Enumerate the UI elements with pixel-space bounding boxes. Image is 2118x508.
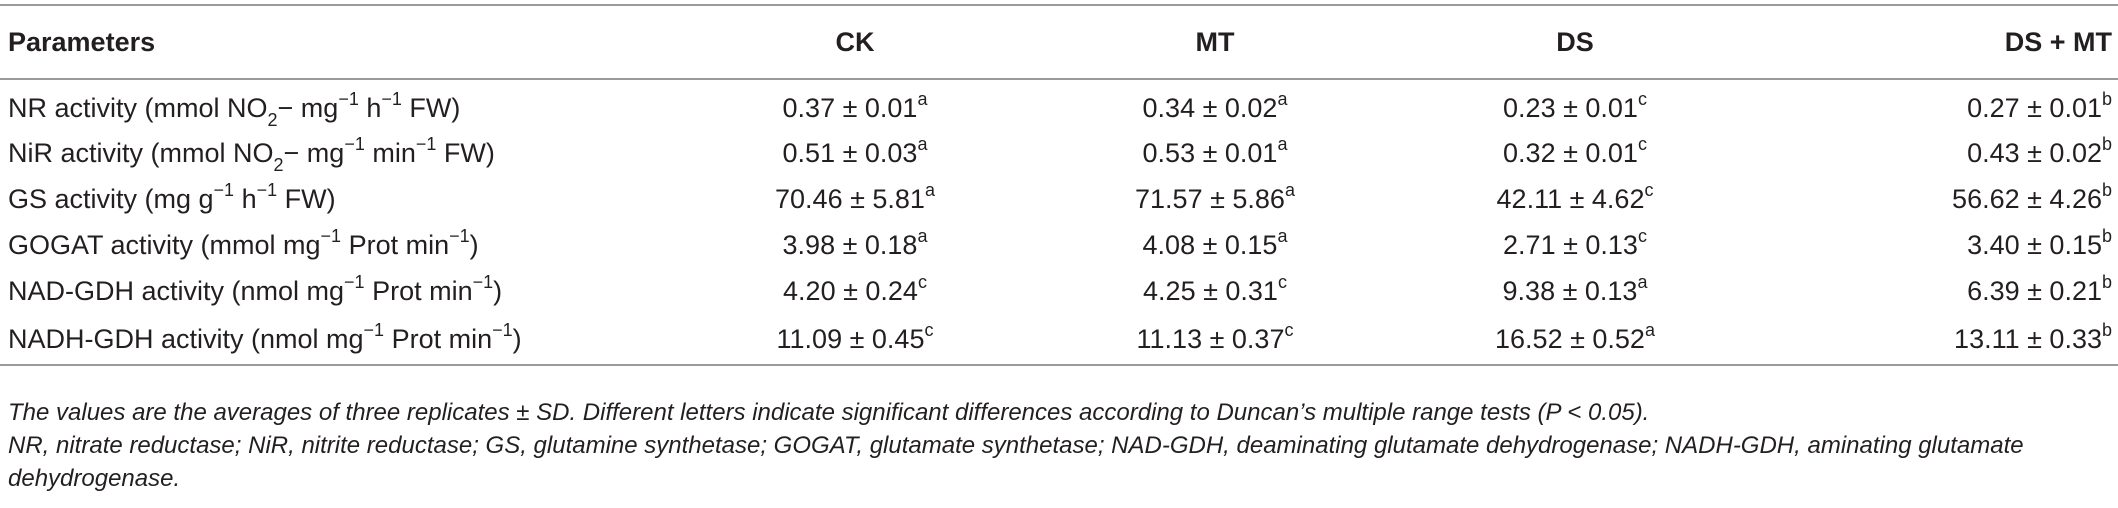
cell-value: 4.08 ± 0.15a xyxy=(1142,225,1288,260)
row-label: GOGAT activity (mmol mg−1 Prot min−1) xyxy=(8,225,479,260)
cell-value: 9.38 ± 0.13a xyxy=(1502,271,1648,306)
header-ds-mt: DS + MT xyxy=(1755,4,2118,80)
table-header-row: Parameters CK MT DS DS + MT xyxy=(0,4,2118,80)
cell-value: 11.09 ± 0.45c xyxy=(675,314,1035,366)
table-row: GS activity (mg g−1 h−1 FW) 70.46 ± 5.81… xyxy=(0,176,2118,222)
row-label: GS activity (mg g−1 h−1 FW) xyxy=(8,179,336,214)
cell-value: 2.71 ± 0.13c xyxy=(1503,225,1647,260)
row-label: NR activity (mmol NO2− mg−1 h−1 FW) xyxy=(8,88,461,130)
table-footnotes: The values are the averages of three rep… xyxy=(8,396,2108,495)
cell-value: 0.34 ± 0.02a xyxy=(1142,88,1288,123)
cell-value: 71.57 ± 5.86a xyxy=(1135,179,1295,214)
header-mt: MT xyxy=(1035,4,1395,80)
cell-value: 0.23 ± 0.01c xyxy=(1503,88,1647,123)
cell-value: 0.43 ± 0.02b xyxy=(1967,133,2112,168)
table-row: NiR activity (mmol NO2− mg−1 min−1 FW) 0… xyxy=(0,130,2118,176)
table-row: GOGAT activity (mmol mg−1 Prot min−1) 3.… xyxy=(0,222,2118,268)
cell-value: 13.11 ± 0.33b xyxy=(1755,314,2118,366)
cell-value: 0.53 ± 0.01a xyxy=(1142,133,1288,168)
cell-value: 0.27 ± 0.01b xyxy=(1967,88,2112,123)
row-label: NiR activity (mmol NO2− mg−1 min−1 FW) xyxy=(8,133,495,175)
cell-value: 6.39 ± 0.21b xyxy=(1967,271,2112,306)
cell-value: 0.32 ± 0.01c xyxy=(1503,133,1647,168)
footnote-abbreviations: NR, nitrate reductase; NiR, nitrite redu… xyxy=(8,432,2024,492)
cell-value: 16.52 ± 0.52a xyxy=(1395,314,1755,366)
header-parameters: Parameters xyxy=(0,4,675,80)
cell-value: 11.13 ± 0.37c xyxy=(1035,314,1395,366)
cell-value: 56.62 ± 4.26b xyxy=(1952,179,2112,214)
cell-value: 70.46 ± 5.81a xyxy=(775,179,935,214)
cell-value: 0.37 ± 0.01a xyxy=(782,88,928,123)
row-label: NAD-GDH activity (nmol mg−1 Prot min−1) xyxy=(8,271,503,306)
cell-value: 0.51 ± 0.03a xyxy=(782,133,928,168)
header-ck: CK xyxy=(675,4,1035,80)
footnote-statistics: The values are the averages of three rep… xyxy=(8,399,1650,426)
cell-value: 3.98 ± 0.18a xyxy=(782,225,928,260)
cell-value: 3.40 ± 0.15b xyxy=(1967,225,2112,260)
row-label: NADH-GDH activity (nmol mg−1 Prot min−1) xyxy=(0,314,675,366)
cell-value: 42.11 ± 4.62c xyxy=(1496,179,1654,214)
cell-value: 4.20 ± 0.24c xyxy=(783,271,927,306)
cell-value: 4.25 ± 0.31c xyxy=(1143,271,1287,306)
table-row: NADH-GDH activity (nmol mg−1 Prot min−1)… xyxy=(0,314,2118,366)
table-row: NAD-GDH activity (nmol mg−1 Prot min−1) … xyxy=(0,268,2118,314)
header-ds: DS xyxy=(1395,4,1755,80)
table-row: NR activity (mmol NO2− mg−1 h−1 FW) 0.37… xyxy=(0,79,2118,130)
enzyme-activity-table: Parameters CK MT DS DS + MT NR activity … xyxy=(0,4,2118,366)
